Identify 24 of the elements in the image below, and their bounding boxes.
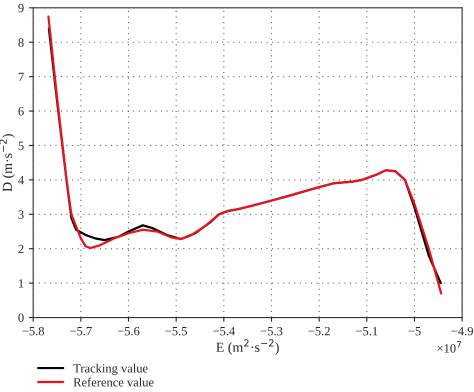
legend-label: Tracking value	[73, 364, 148, 376]
y-tick-label: 4	[18, 176, 24, 184]
x-tick-label: −5.6	[118, 326, 140, 336]
x-tick-label: −5.4	[213, 326, 235, 336]
y-tick-label: 7	[18, 72, 24, 81]
y-tick-label: 2	[18, 244, 24, 254]
y-tick-label: 8	[18, 38, 24, 47]
text: ×10$^{7}$	[438, 341, 462, 353]
y-tick-label: 6	[18, 107, 24, 116]
y-tick-label: 9	[18, 4, 24, 12]
x-axis-title: E (m$^{2}$·s$^{−2}$)	[216, 339, 279, 355]
x-tick-label: −5.5	[165, 327, 188, 336]
legend-label: Reference value	[74, 378, 154, 386]
y-tick-label: 5	[18, 142, 24, 150]
x-tick-label: −5.8	[22, 326, 44, 336]
y-tick-label: 3	[18, 210, 24, 219]
x-tick-label: −5.7	[70, 327, 92, 336]
x-tick-label: −5.3	[260, 326, 282, 336]
x-tick-label: −5	[408, 327, 421, 336]
x-tick-label: −4.9	[451, 326, 473, 336]
x-tick-label: −5.1	[356, 326, 378, 336]
y-tick-label: 0	[18, 314, 24, 322]
y-tick-label: 1	[19, 279, 24, 288]
x-tick-label: −5.2	[308, 326, 330, 336]
